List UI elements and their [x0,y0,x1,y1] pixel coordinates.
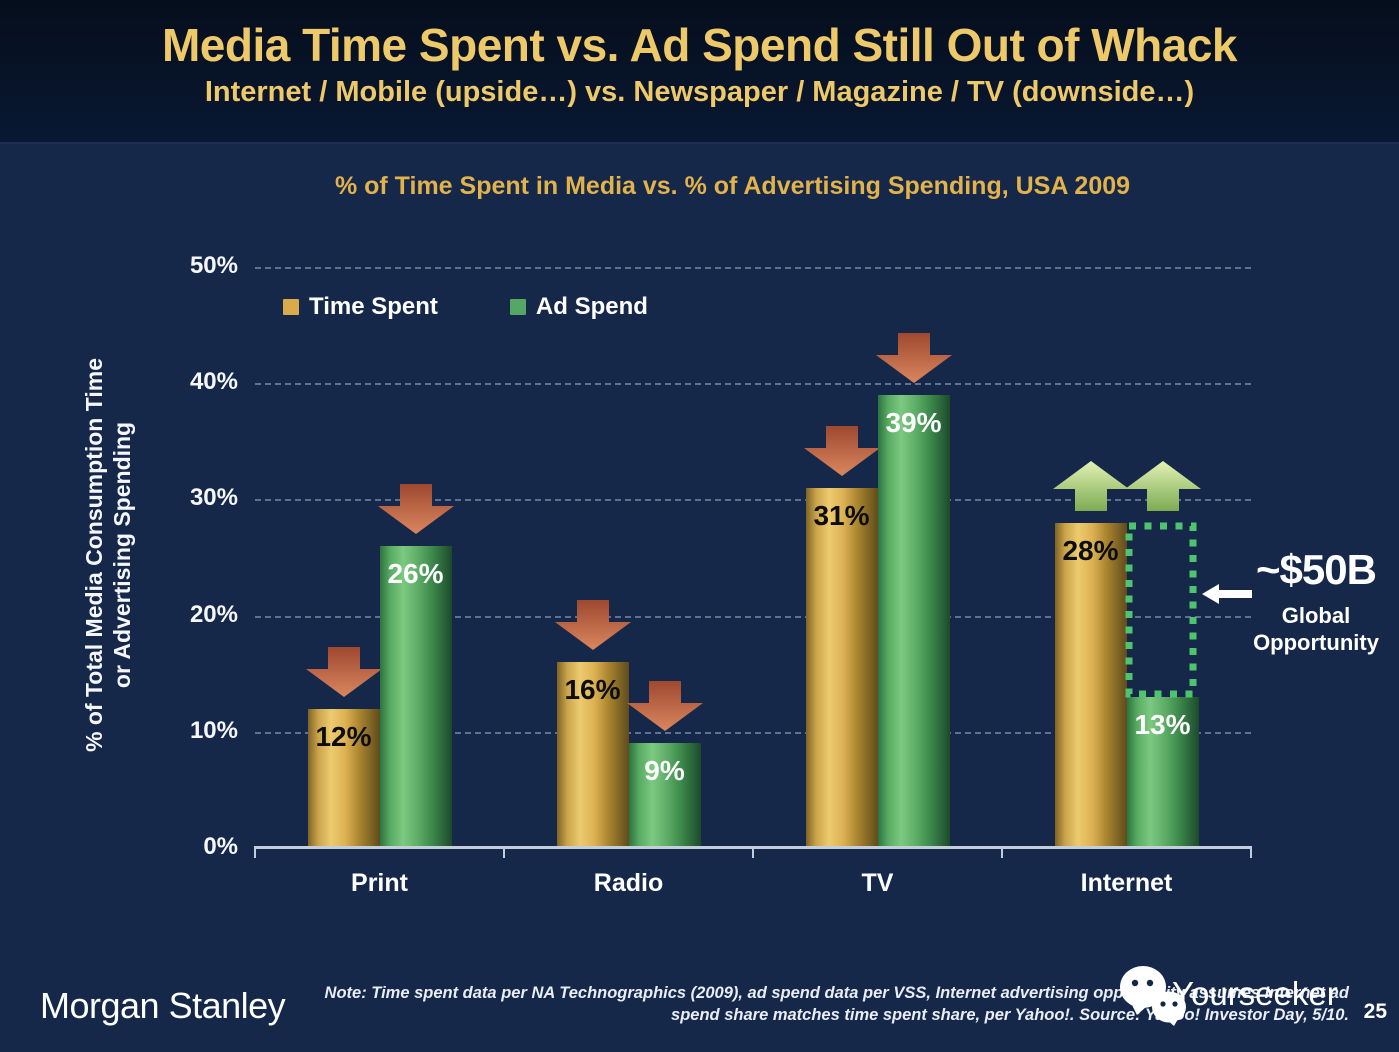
gridline-30% [255,499,1251,502]
header-band: Media Time Spent vs. Ad Spend Still Out … [0,0,1399,144]
opportunity-annotation: ~$50B Global Opportunity [1235,546,1397,656]
up-arrow-icon [1052,461,1129,511]
chart-legend: Time Spent Ad Spend [283,293,720,321]
morgan-stanley-logo: Morgan Stanley [40,985,286,1026]
opportunity-headline: ~$50B [1256,546,1377,593]
bar-tv-time-spent: 31% [805,487,878,848]
bar-value-label: 16% [564,674,621,706]
down-arrow-icon [803,425,880,476]
wechat-icon [1120,966,1186,1026]
down-arrow-icon [875,332,952,383]
bar-tv-ad-spend: 39% [877,394,950,848]
opportunity-gap-outline [1125,522,1197,703]
bar-value-label: 31% [813,499,870,531]
legend-label: Ad Spend [535,293,648,320]
x-axis-tick [254,849,256,858]
category-label-radio: Radio [593,869,664,897]
y-tick-label: 40% [189,368,238,396]
gridline-20% [255,615,1251,618]
y-axis-label-line2: or Advertising Spending [109,421,135,689]
annotation-arrow-icon [1202,584,1252,609]
bar-radio-time-spent: 16% [556,662,629,848]
ad-spend-swatch-icon [509,299,526,315]
opportunity-caption-line2: Opportunity [1253,630,1379,655]
gridline-50% [255,267,1251,269]
y-tick-label: 30% [189,484,238,512]
bar-print-time-spent: 12% [307,708,380,848]
y-tick-label: 10% [189,716,238,744]
watermark: Yourseeker [1116,962,1338,1026]
down-arrow-icon [554,600,631,651]
x-axis-tick [1250,849,1252,858]
x-axis-line [254,846,1252,849]
y-tick-label: 0% [203,833,238,860]
gridline-40% [255,383,1251,386]
x-axis-tick [752,849,754,858]
down-arrow-icon [626,681,703,732]
chart-title: % of Time Spent in Media vs. % of Advert… [334,172,1131,200]
bar-radio-ad-spend: 9% [628,743,701,848]
bar-print-ad-spend: 26% [379,545,452,848]
y-axis-label-line1: % of Total Media Consumption Time [81,358,107,752]
down-arrow-icon [377,483,454,534]
category-label-tv: TV [861,869,894,897]
opportunity-caption-line1: Global [1281,603,1351,628]
legend-label: Time Spent [309,293,438,320]
legend-item-ad-spend: Ad Spend [509,293,648,321]
up-arrow-icon [1124,461,1201,511]
bar-value-label: 12% [315,720,372,752]
gridline-10% [255,731,1251,734]
down-arrow-icon [305,646,382,697]
page-subtitle: Internet / Mobile (upside…) vs. Newspape… [204,76,1195,108]
x-axis-tick [1001,849,1003,858]
category-label-internet: Internet [1080,869,1173,897]
page-number: 25 [1363,1000,1387,1023]
y-axis-label: % of Total Media Consumption Time or Adv… [80,295,136,815]
watermark-text: Yourseeker [1172,975,1338,1012]
legend-item-time-spent: Time Spent [283,293,438,321]
bar-value-label: 13% [1134,708,1191,740]
bar-value-label: 26% [387,557,444,589]
bar-internet-time-spent: 28% [1054,522,1127,848]
page-title: Media Time Spent vs. Ad Spend Still Out … [161,19,1238,71]
category-label-print: Print [351,869,408,897]
bar-value-label: 28% [1062,534,1119,566]
bar-value-label: 9% [644,755,685,787]
y-tick-label: 50% [189,252,238,279]
source-note-line1: Note: Time spent data per NA Technograph… [324,984,1349,1002]
time-spent-swatch-icon [283,299,299,315]
bar-value-label: 39% [885,406,942,438]
y-tick-label: 20% [189,600,238,628]
x-axis-tick [503,849,505,858]
bar-internet-ad-spend: 13% [1126,696,1199,848]
